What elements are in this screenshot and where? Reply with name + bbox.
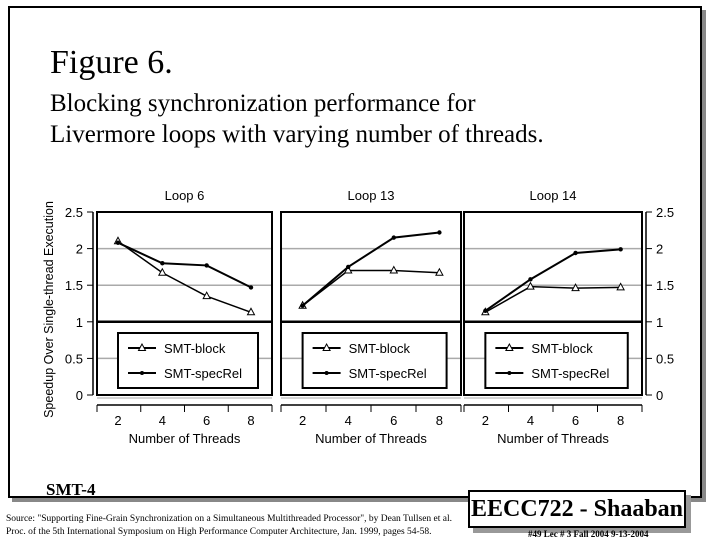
y-tick-label: 0.5 <box>656 351 674 366</box>
data-point-dot <box>528 277 533 282</box>
x-tick-label: 4 <box>159 413 166 428</box>
series-line-SMT-specRel <box>484 248 621 312</box>
series-line-SMT-block <box>484 285 621 313</box>
legend-marker-triangle <box>137 342 147 351</box>
legend-marker-triangle <box>505 342 514 351</box>
legend-marker-dot <box>324 371 329 375</box>
x-tick-label: 6 <box>203 413 210 428</box>
legend-label: SMT-specRel <box>349 366 427 381</box>
x-axis-label: Number of Threads <box>497 431 609 446</box>
legend-box <box>117 332 259 389</box>
plot-frame <box>463 211 643 396</box>
y-tick-label: 1 <box>656 315 663 330</box>
series-line-SMT-specRel <box>117 241 252 289</box>
y-tick-label: 2 <box>76 242 83 257</box>
x-tick-label: 6 <box>572 413 579 428</box>
data-point-dot <box>573 250 578 256</box>
legend-marker-dot <box>507 371 512 375</box>
legend-label: SMT-block <box>164 341 226 356</box>
y-tick-label: 2.5 <box>656 205 674 220</box>
y-tick-label: 1 <box>76 315 83 330</box>
x-tick-label: 4 <box>527 413 534 428</box>
y-tick-label: 2 <box>656 242 663 257</box>
data-point-dot <box>483 308 488 314</box>
y-axis-label: Speedup Over Single-thread Execution <box>42 201 56 418</box>
data-point-triangle <box>526 281 535 290</box>
y-tick-label: 1.5 <box>65 278 83 293</box>
x-axis-label: Number of Threads <box>129 431 241 446</box>
data-point-triangle <box>616 282 625 291</box>
data-point-dot <box>115 240 121 245</box>
data-point-dot <box>204 263 209 268</box>
data-point-triangle <box>343 265 353 274</box>
data-point-triangle <box>246 307 256 316</box>
data-point-dot <box>618 247 623 252</box>
chart-title: Loop 13 <box>348 188 395 203</box>
x-tick-label: 8 <box>436 413 443 428</box>
legend-box <box>484 332 629 389</box>
legend-label: SMT-specRel <box>531 366 609 381</box>
series-line-SMT-block <box>302 269 440 307</box>
y-tick-label: 1.5 <box>656 278 674 293</box>
series-line-SMT-block <box>117 240 252 313</box>
legend-label: SMT-specRel <box>164 366 242 381</box>
chart-title: Loop 14 <box>530 188 577 203</box>
source-line: Proc. of the 5th International Symposium… <box>6 527 432 537</box>
plot-frame <box>280 211 462 396</box>
subtitle-line: Blocking synchronization performance for <box>50 90 476 117</box>
chart-title: Loop 6 <box>165 188 205 203</box>
source-line: Source: "Supporting Fine-Grain Synchroni… <box>6 514 453 524</box>
data-point-dot <box>300 303 305 308</box>
x-tick-label: 8 <box>247 413 254 428</box>
data-point-dot <box>160 261 165 266</box>
x-axis-label: Number of Threads <box>315 431 427 446</box>
x-tick-label: 2 <box>114 413 121 428</box>
y-tick-label: 0.5 <box>65 351 83 366</box>
data-point-triangle <box>202 291 212 300</box>
legend-box <box>301 332 448 389</box>
x-tick-label: 6 <box>390 413 397 428</box>
legend-marker-dot <box>140 371 144 375</box>
slide-footer: #49 Lec # 3 Fall 2004 9-13-2004 <box>528 529 649 539</box>
data-point-dot <box>391 235 396 240</box>
data-point-triangle <box>571 283 580 292</box>
section-label: SMT-4 <box>46 480 96 499</box>
legend-label: SMT-block <box>531 341 593 356</box>
course-badge: EECC722 - Shaaban <box>468 490 686 528</box>
legend-label: SMT-block <box>349 341 411 356</box>
x-tick-label: 2 <box>299 413 306 428</box>
x-tick-label: 2 <box>482 413 489 428</box>
data-point-dot <box>346 264 351 270</box>
y-tick-label: 0 <box>656 388 663 403</box>
data-point-triangle <box>157 267 167 276</box>
slide-subtitle: Blocking synchronization performance for… <box>50 88 544 150</box>
figure-label: Figure 6. <box>50 44 173 81</box>
x-tick-label: 4 <box>345 413 352 428</box>
data-point-triangle <box>435 267 444 276</box>
legend-marker-triangle <box>322 342 331 351</box>
y-tick-label: 2.5 <box>65 205 83 220</box>
data-point-triangle <box>389 265 399 274</box>
subtitle-line: Livermore loops with varying number of t… <box>50 121 544 148</box>
series-line-SMT-specRel <box>301 231 440 307</box>
data-point-dot <box>248 285 254 290</box>
data-point-dot <box>437 230 442 235</box>
y-tick-label: 0 <box>76 388 83 403</box>
plot-frame <box>96 211 273 396</box>
x-tick-label: 8 <box>617 413 624 428</box>
